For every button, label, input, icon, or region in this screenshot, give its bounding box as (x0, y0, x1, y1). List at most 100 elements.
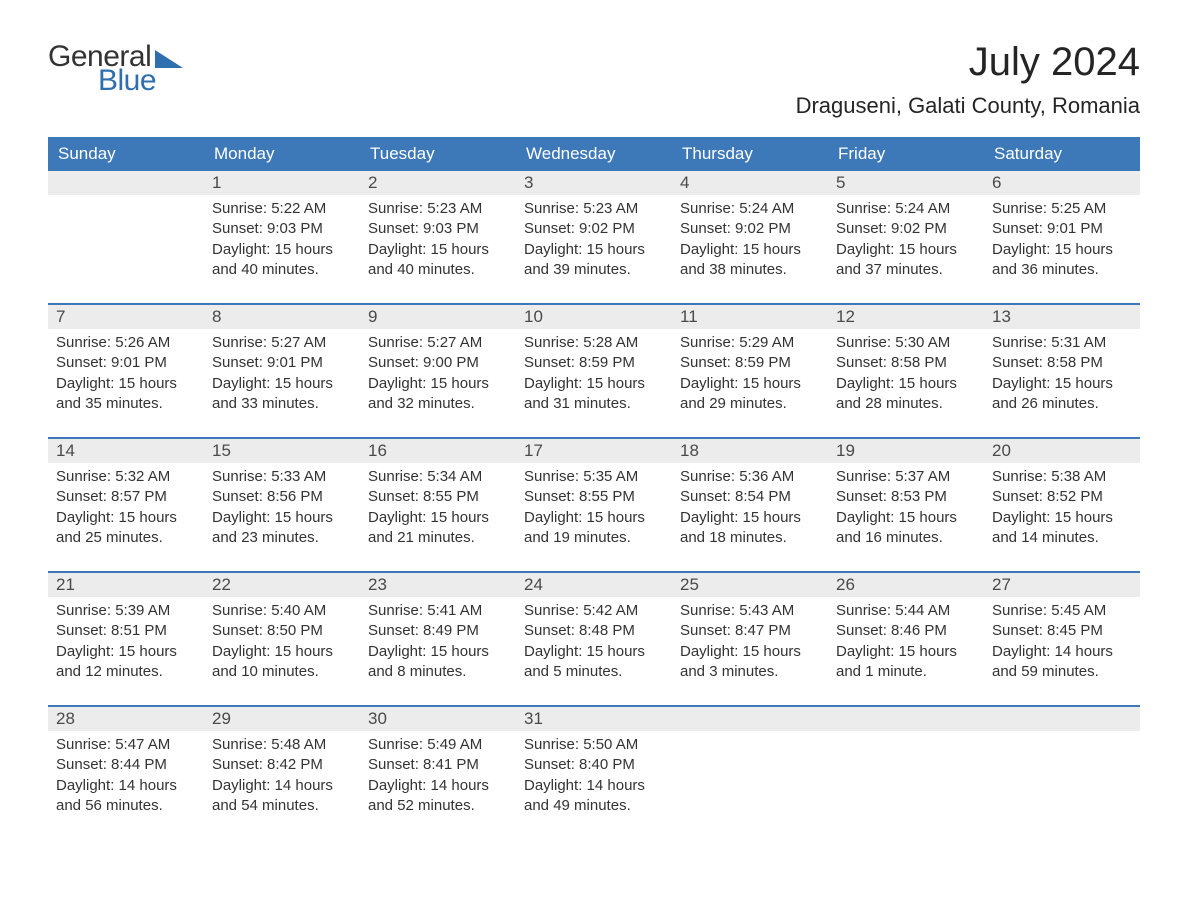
daylight-text: Daylight: 15 hours and 23 minutes. (212, 508, 352, 549)
day-cell: 21Sunrise: 5:39 AMSunset: 8:51 PMDayligh… (48, 573, 204, 691)
day-cell (48, 171, 204, 289)
day-body: Sunrise: 5:45 AMSunset: 8:45 PMDaylight:… (984, 597, 1140, 690)
daylight-text: Daylight: 14 hours and 54 minutes. (212, 776, 352, 817)
day-body: Sunrise: 5:27 AMSunset: 9:00 PMDaylight:… (360, 329, 516, 422)
day-number: 18 (672, 439, 828, 463)
day-body: Sunrise: 5:35 AMSunset: 8:55 PMDaylight:… (516, 463, 672, 556)
sunset-text: Sunset: 8:55 PM (524, 487, 664, 507)
sunrise-text: Sunrise: 5:30 AM (836, 333, 976, 353)
day-number: 4 (672, 171, 828, 195)
sunrise-text: Sunrise: 5:47 AM (56, 735, 196, 755)
sunrise-text: Sunrise: 5:38 AM (992, 467, 1132, 487)
week-row: 14Sunrise: 5:32 AMSunset: 8:57 PMDayligh… (48, 437, 1140, 557)
sunrise-text: Sunrise: 5:49 AM (368, 735, 508, 755)
day-cell: 7Sunrise: 5:26 AMSunset: 9:01 PMDaylight… (48, 305, 204, 423)
daylight-text: Daylight: 14 hours and 56 minutes. (56, 776, 196, 817)
day-header-tuesday: Tuesday (360, 137, 516, 171)
day-body: Sunrise: 5:49 AMSunset: 8:41 PMDaylight:… (360, 731, 516, 824)
sunset-text: Sunset: 8:58 PM (992, 353, 1132, 373)
day-body: Sunrise: 5:26 AMSunset: 9:01 PMDaylight:… (48, 329, 204, 422)
day-cell (828, 707, 984, 825)
day-number: 20 (984, 439, 1140, 463)
daylight-text: Daylight: 14 hours and 49 minutes. (524, 776, 664, 817)
day-header-row: Sunday Monday Tuesday Wednesday Thursday… (48, 137, 1140, 171)
brand-triangle-icon (155, 50, 183, 68)
daylight-text: Daylight: 15 hours and 40 minutes. (212, 240, 352, 281)
day-body: Sunrise: 5:38 AMSunset: 8:52 PMDaylight:… (984, 463, 1140, 556)
day-header-saturday: Saturday (984, 137, 1140, 171)
sunset-text: Sunset: 8:42 PM (212, 755, 352, 775)
sunset-text: Sunset: 8:47 PM (680, 621, 820, 641)
day-number (984, 707, 1140, 731)
sunset-text: Sunset: 9:00 PM (368, 353, 508, 373)
sunrise-text: Sunrise: 5:29 AM (680, 333, 820, 353)
day-cell: 29Sunrise: 5:48 AMSunset: 8:42 PMDayligh… (204, 707, 360, 825)
daylight-text: Daylight: 14 hours and 59 minutes. (992, 642, 1132, 683)
sunset-text: Sunset: 8:55 PM (368, 487, 508, 507)
sunset-text: Sunset: 8:58 PM (836, 353, 976, 373)
day-body: Sunrise: 5:31 AMSunset: 8:58 PMDaylight:… (984, 329, 1140, 422)
day-cell: 18Sunrise: 5:36 AMSunset: 8:54 PMDayligh… (672, 439, 828, 557)
day-number: 17 (516, 439, 672, 463)
daylight-text: Daylight: 15 hours and 36 minutes. (992, 240, 1132, 281)
brand-blue: Blue (98, 64, 156, 98)
day-cell: 10Sunrise: 5:28 AMSunset: 8:59 PMDayligh… (516, 305, 672, 423)
daylight-text: Daylight: 15 hours and 35 minutes. (56, 374, 196, 415)
day-number: 2 (360, 171, 516, 195)
sunset-text: Sunset: 9:03 PM (212, 219, 352, 239)
day-number: 30 (360, 707, 516, 731)
day-body: Sunrise: 5:25 AMSunset: 9:01 PMDaylight:… (984, 195, 1140, 288)
day-number: 31 (516, 707, 672, 731)
weeks-container: 1Sunrise: 5:22 AMSunset: 9:03 PMDaylight… (48, 171, 1140, 825)
day-cell: 12Sunrise: 5:30 AMSunset: 8:58 PMDayligh… (828, 305, 984, 423)
daylight-text: Daylight: 15 hours and 14 minutes. (992, 508, 1132, 549)
day-body: Sunrise: 5:32 AMSunset: 8:57 PMDaylight:… (48, 463, 204, 556)
month-title: July 2024 (796, 40, 1140, 85)
sunrise-text: Sunrise: 5:23 AM (368, 199, 508, 219)
day-cell (672, 707, 828, 825)
day-number: 21 (48, 573, 204, 597)
sunset-text: Sunset: 8:45 PM (992, 621, 1132, 641)
day-number: 29 (204, 707, 360, 731)
day-number: 28 (48, 707, 204, 731)
daylight-text: Daylight: 15 hours and 10 minutes. (212, 642, 352, 683)
day-number: 11 (672, 305, 828, 329)
daylight-text: Daylight: 15 hours and 28 minutes. (836, 374, 976, 415)
daylight-text: Daylight: 14 hours and 52 minutes. (368, 776, 508, 817)
day-cell: 17Sunrise: 5:35 AMSunset: 8:55 PMDayligh… (516, 439, 672, 557)
day-cell: 24Sunrise: 5:42 AMSunset: 8:48 PMDayligh… (516, 573, 672, 691)
daylight-text: Daylight: 15 hours and 12 minutes. (56, 642, 196, 683)
day-cell: 4Sunrise: 5:24 AMSunset: 9:02 PMDaylight… (672, 171, 828, 289)
daylight-text: Daylight: 15 hours and 8 minutes. (368, 642, 508, 683)
day-cell: 11Sunrise: 5:29 AMSunset: 8:59 PMDayligh… (672, 305, 828, 423)
day-number: 7 (48, 305, 204, 329)
day-number: 24 (516, 573, 672, 597)
daylight-text: Daylight: 15 hours and 32 minutes. (368, 374, 508, 415)
sunrise-text: Sunrise: 5:24 AM (836, 199, 976, 219)
day-number: 16 (360, 439, 516, 463)
sunset-text: Sunset: 8:51 PM (56, 621, 196, 641)
location: Draguseni, Galati County, Romania (796, 93, 1140, 119)
day-number: 15 (204, 439, 360, 463)
sunrise-text: Sunrise: 5:36 AM (680, 467, 820, 487)
day-body: Sunrise: 5:22 AMSunset: 9:03 PMDaylight:… (204, 195, 360, 288)
sunset-text: Sunset: 8:46 PM (836, 621, 976, 641)
daylight-text: Daylight: 15 hours and 40 minutes. (368, 240, 508, 281)
day-body: Sunrise: 5:23 AMSunset: 9:02 PMDaylight:… (516, 195, 672, 288)
sunrise-text: Sunrise: 5:27 AM (368, 333, 508, 353)
day-cell: 26Sunrise: 5:44 AMSunset: 8:46 PMDayligh… (828, 573, 984, 691)
day-cell: 20Sunrise: 5:38 AMSunset: 8:52 PMDayligh… (984, 439, 1140, 557)
day-number: 3 (516, 171, 672, 195)
daylight-text: Daylight: 15 hours and 39 minutes. (524, 240, 664, 281)
sunset-text: Sunset: 9:01 PM (56, 353, 196, 373)
day-body: Sunrise: 5:30 AMSunset: 8:58 PMDaylight:… (828, 329, 984, 422)
sunset-text: Sunset: 9:03 PM (368, 219, 508, 239)
day-number: 9 (360, 305, 516, 329)
day-body: Sunrise: 5:50 AMSunset: 8:40 PMDaylight:… (516, 731, 672, 824)
day-cell: 1Sunrise: 5:22 AMSunset: 9:03 PMDaylight… (204, 171, 360, 289)
sunset-text: Sunset: 8:52 PM (992, 487, 1132, 507)
day-header-wednesday: Wednesday (516, 137, 672, 171)
day-cell: 31Sunrise: 5:50 AMSunset: 8:40 PMDayligh… (516, 707, 672, 825)
day-cell: 25Sunrise: 5:43 AMSunset: 8:47 PMDayligh… (672, 573, 828, 691)
daylight-text: Daylight: 15 hours and 16 minutes. (836, 508, 976, 549)
